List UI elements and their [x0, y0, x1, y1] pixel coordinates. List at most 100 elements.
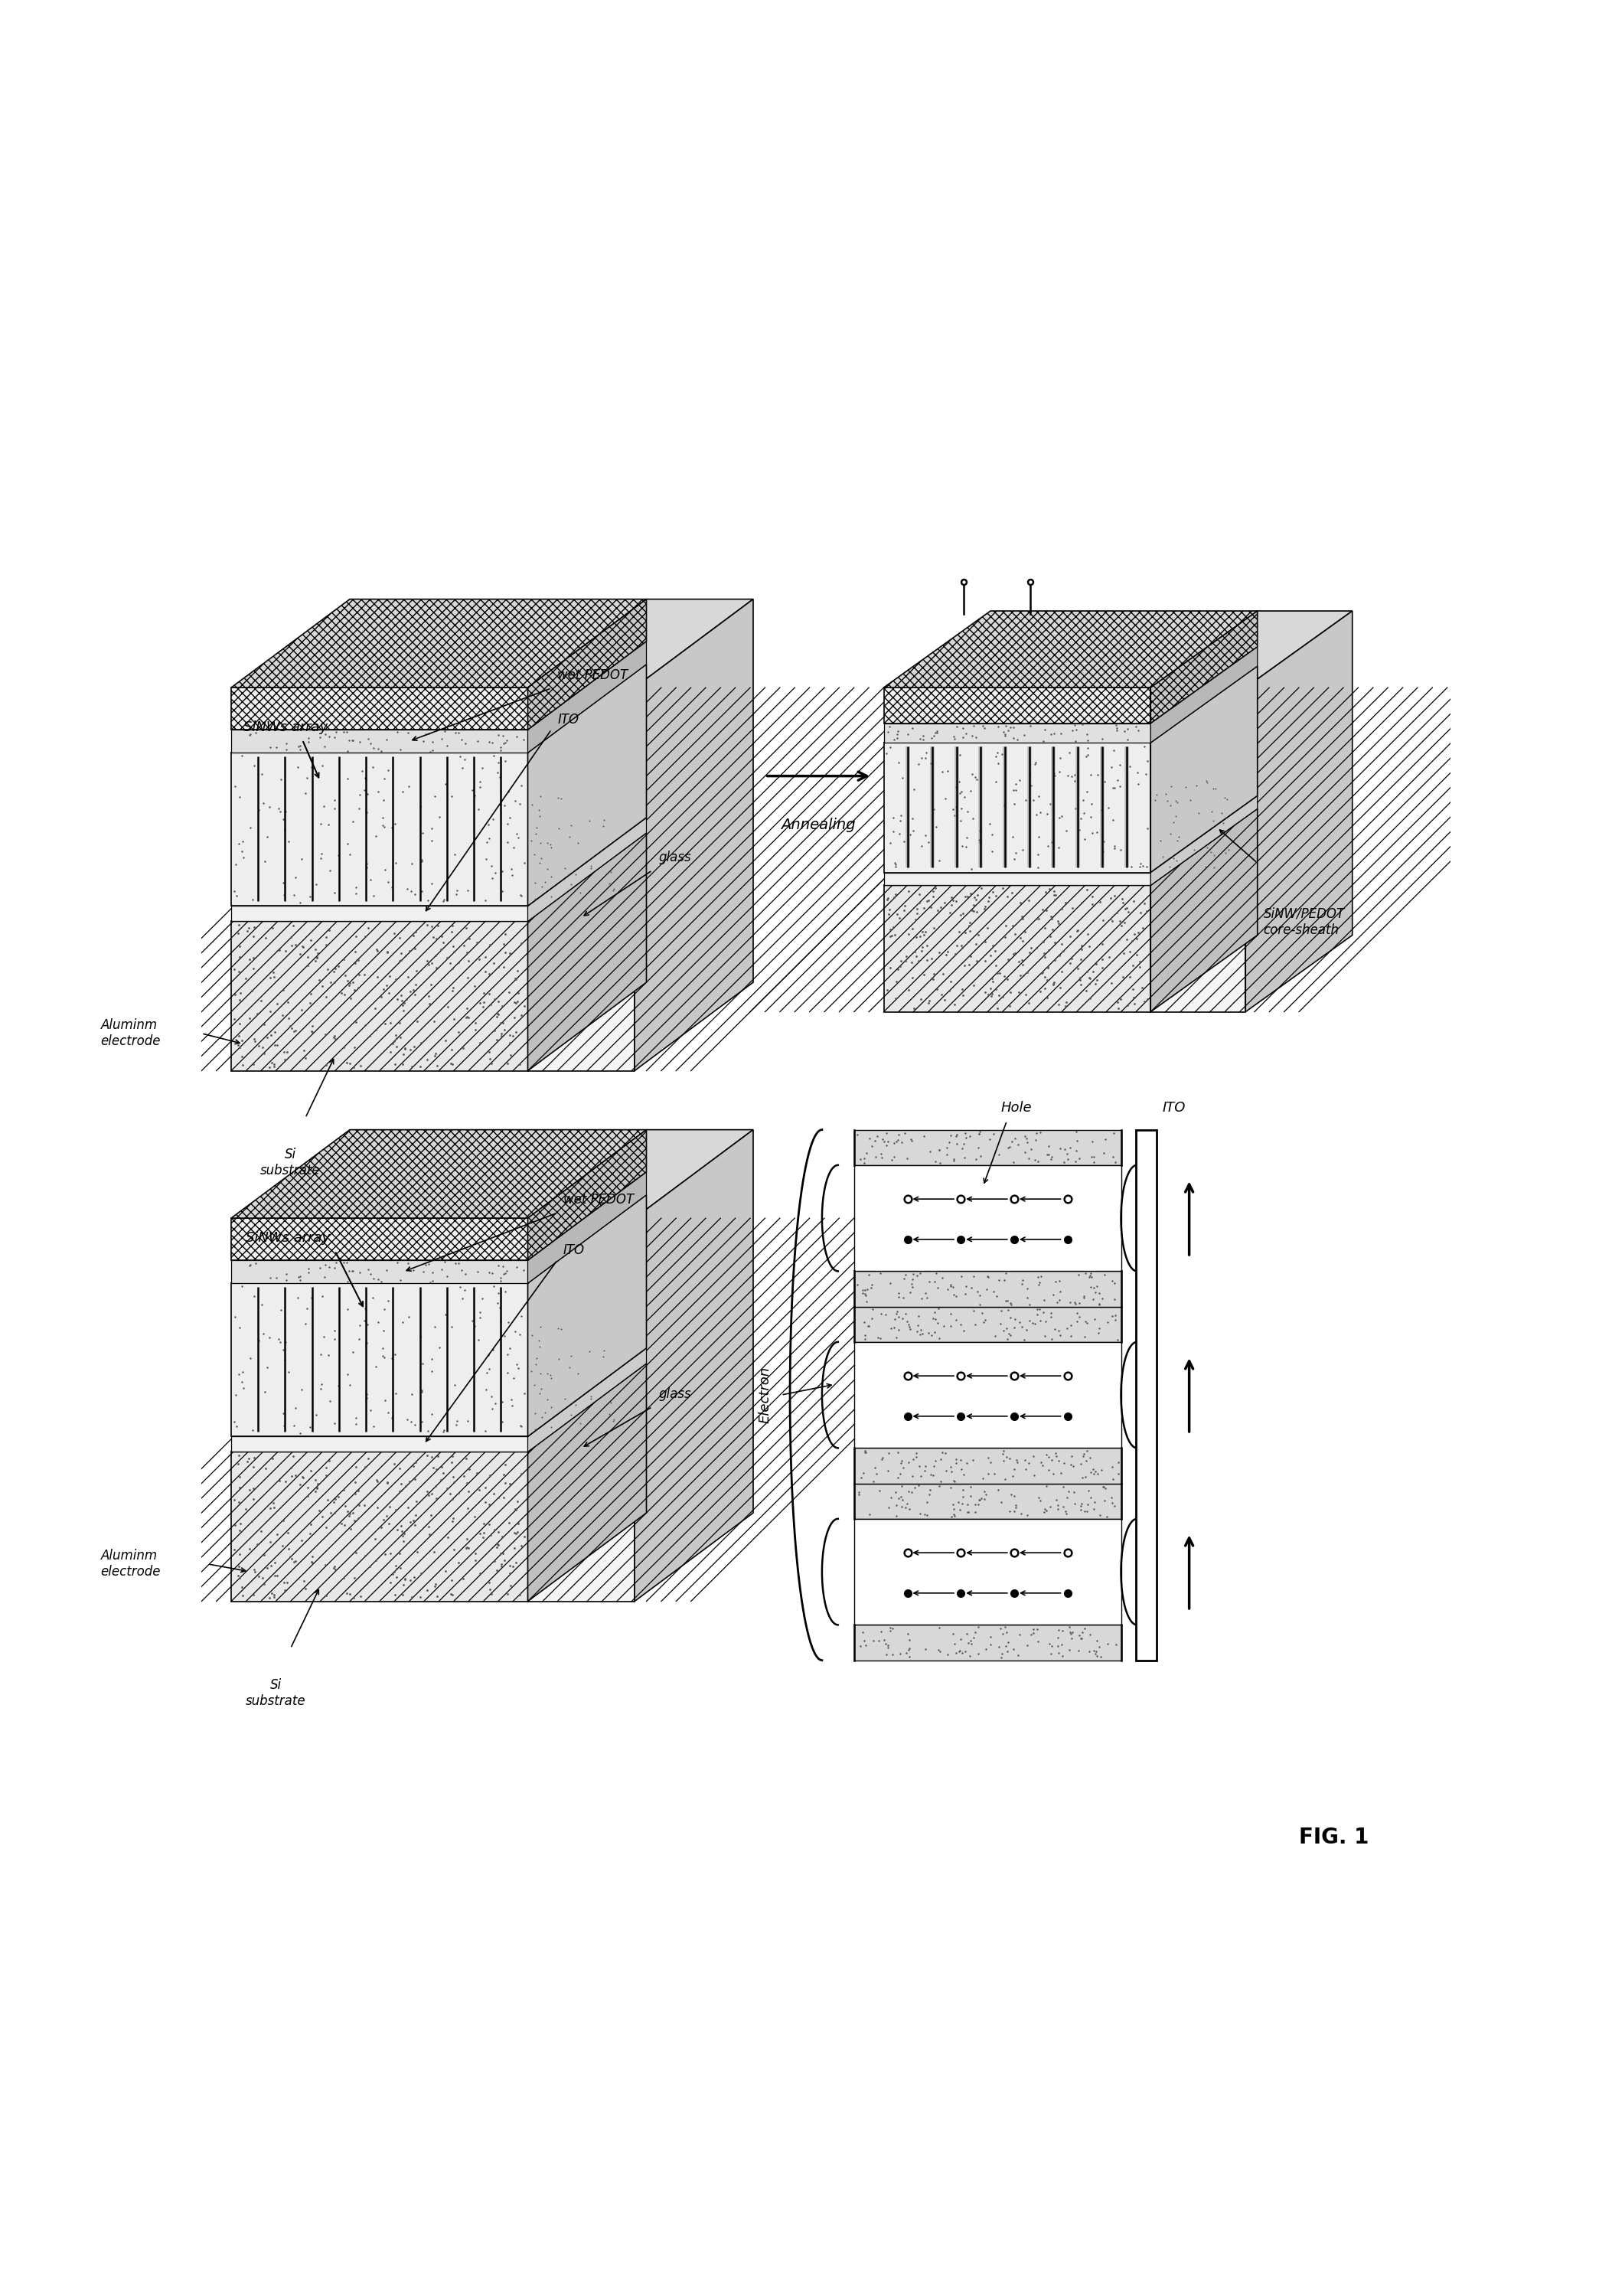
Point: [548, 1366, 574, 1403]
Point: [579, 1380, 604, 1417]
Point: [490, 948, 516, 985]
Point: [969, 1481, 995, 1518]
Point: [358, 726, 384, 762]
Point: [477, 1033, 503, 1070]
Point: [500, 1548, 526, 1584]
Point: [382, 806, 408, 843]
Point: [964, 925, 990, 962]
Point: [1143, 817, 1169, 854]
Text: wet PEDOT: wet PEDOT: [558, 668, 629, 682]
Point: [553, 850, 579, 886]
Point: [335, 1497, 361, 1534]
Point: [310, 967, 335, 1003]
Point: [1041, 714, 1067, 751]
Point: [438, 1577, 464, 1614]
Point: [226, 1557, 251, 1593]
Point: [978, 808, 1004, 845]
Point: [925, 1270, 951, 1306]
Point: [879, 1311, 904, 1348]
Point: [920, 909, 946, 946]
Point: [345, 1359, 371, 1396]
Point: [361, 730, 387, 767]
Point: [1086, 1286, 1112, 1322]
Point: [377, 957, 403, 994]
Point: [227, 976, 253, 1013]
Point: [1032, 1492, 1057, 1529]
Point: [956, 822, 982, 859]
Point: [909, 932, 935, 969]
Point: [372, 1536, 398, 1573]
Point: [1080, 886, 1106, 923]
Point: [579, 1378, 604, 1414]
Polygon shape: [231, 1451, 527, 1600]
Point: [490, 1479, 516, 1515]
Point: [480, 1332, 506, 1368]
Point: [1043, 1481, 1069, 1518]
Point: [492, 934, 517, 971]
Point: [972, 923, 998, 960]
Point: [1025, 836, 1051, 872]
Polygon shape: [527, 641, 646, 753]
Point: [1106, 990, 1132, 1026]
Point: [911, 1118, 937, 1155]
Point: [466, 1254, 492, 1290]
Point: [966, 1130, 991, 1166]
Point: [916, 1263, 941, 1300]
Point: [945, 928, 970, 964]
Point: [519, 1407, 545, 1444]
Point: [1033, 817, 1059, 854]
Point: [501, 985, 527, 1022]
Point: [1003, 1486, 1028, 1522]
Point: [221, 1481, 247, 1518]
Point: [938, 1499, 964, 1536]
Point: [953, 829, 978, 866]
Point: [501, 783, 527, 820]
Point: [326, 948, 351, 985]
Point: [999, 907, 1025, 944]
Point: [511, 884, 537, 921]
Point: [883, 1474, 909, 1511]
Point: [1186, 794, 1212, 831]
Point: [961, 886, 987, 923]
Point: [226, 778, 251, 815]
Point: [479, 1045, 505, 1081]
Point: [503, 1490, 529, 1527]
Point: [1120, 882, 1146, 918]
Point: [914, 1279, 940, 1316]
Point: [343, 1449, 369, 1486]
Point: [1046, 985, 1072, 1022]
Point: [874, 1297, 899, 1334]
Point: [1027, 794, 1053, 831]
Point: [927, 1132, 953, 1169]
Point: [1067, 962, 1093, 999]
Point: [382, 914, 408, 951]
Point: [896, 916, 922, 953]
Point: [1045, 1628, 1070, 1665]
Point: [496, 1554, 522, 1591]
Point: [485, 1286, 511, 1322]
Point: [1083, 1637, 1109, 1674]
Point: [1098, 879, 1124, 916]
Point: [419, 1352, 445, 1389]
Point: [461, 967, 487, 1003]
Point: [967, 1137, 993, 1173]
Point: [438, 1575, 464, 1612]
Point: [237, 1339, 263, 1375]
Point: [1001, 937, 1027, 974]
Point: [850, 1274, 875, 1311]
Point: [977, 1626, 1003, 1662]
Point: [920, 790, 946, 827]
Point: [501, 1515, 527, 1552]
Point: [866, 1623, 891, 1660]
Point: [430, 884, 456, 921]
Point: [513, 1362, 538, 1398]
Point: [371, 1410, 397, 1446]
Point: [888, 1467, 914, 1504]
Point: [1078, 1123, 1104, 1159]
Point: [463, 1543, 488, 1580]
Point: [1082, 1274, 1107, 1311]
Point: [429, 721, 455, 758]
Point: [330, 1472, 356, 1508]
Point: [476, 806, 501, 843]
Point: [995, 1623, 1020, 1660]
